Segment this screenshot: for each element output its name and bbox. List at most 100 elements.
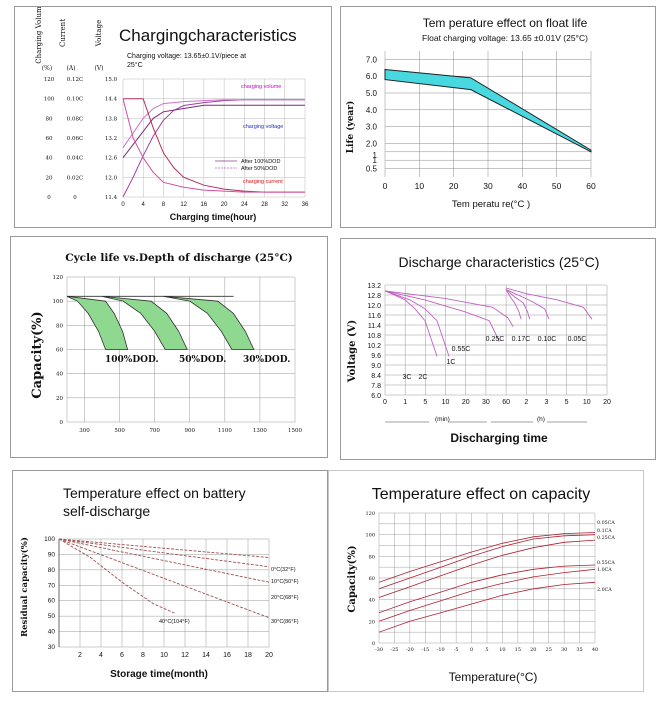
series-self-discharge-1 [58,538,270,568]
y-tick: 2.0 [366,139,378,148]
y-tick-volume: 100 [44,97,55,103]
y-tick: 80 [369,554,375,560]
x-tick: 0 [121,202,125,208]
chart-subtitle: Charging voltage: 13.65±0.1V/piece at [127,53,246,60]
legend-100-dod: After 100%DOD [241,159,280,165]
x-tick: 10 [415,181,425,191]
y-tick-volume: 40 [46,156,53,162]
series-voltage [122,104,305,159]
y-ticks: 13.2 12.8 12.0 11.6 11.4 10.8 10.2 9.6 9.0 8.4 7.8… [367,283,381,400]
x-tick: 60 [586,181,596,191]
y-tick: 30 [48,644,56,651]
chart-title: Tem perature effect on float life [423,16,588,30]
series-label: 0.55CA [597,560,615,566]
x-tick: 12 [180,202,187,208]
x-tick: 60 [502,399,510,406]
y-tick: 120 [53,275,64,281]
chart-subtitle-2: 25°C [127,61,143,69]
series [384,68,592,153]
y-tick-current: 0.10C [67,97,83,103]
x-tick: 2 [524,399,528,406]
y-tick-voltage: 12.0 [105,175,118,181]
unit-hours: (h) [537,416,545,423]
series-discharge-0 [384,290,438,357]
x-tick: 1100 [218,428,232,434]
x-tick: 4 [142,202,146,208]
y-tick: 3.0 [366,123,378,132]
x-tick: 2 [78,652,82,659]
x-ticks: 0 10 20 30 40 50 60 [383,181,596,191]
y-axis-label: Capacity(%) [30,311,45,398]
y-axis-label: Voltage (V) [347,320,358,383]
y-ticks: 120 100 80 60 40 20 0 [365,511,375,647]
discharge-characteristics-chart: Discharge characteristics (25°C) 13.2 12.… [340,238,656,460]
x-tick: 3 [545,399,549,406]
y-ticks: 100 90 80 70 60 50 40 30 [44,536,55,651]
dod-label-50: 50%DOD. [179,355,226,365]
chart-grid [384,284,608,396]
capacity-temp-chart-svg: Temperature effect on capacity 120100806… [347,486,615,684]
x-tick: 32 [281,202,288,208]
x-tick: 8 [141,652,145,659]
chart-title: Chargingcharacteristics [119,26,297,45]
dod-label-30: 30%DOD. [243,355,290,365]
series-current-50 [122,98,305,193]
y-tick-current: 0 [73,195,77,201]
x-ticks: 0 4 8 12 16 20 24 28 32 36 [121,202,309,208]
x-ticks: 2 4 6 8 10 12 14 16 18 20 [78,652,273,659]
x-tick: 6 [120,652,124,659]
x-tick: 20 [603,399,611,406]
y-tick: 9.6 [371,353,381,360]
x-tick: 12 [181,652,189,659]
x-ticks: -30 -25 -20 -15 -10 -5 0 5 10 15 20 25 30 35 40 [375,647,598,653]
y-tick: 50 [48,613,56,620]
capacity-temperature-chart: Temperature effect on capacity 120 100 80 6… [328,470,644,692]
x-tick: 25 [546,647,552,653]
y-tick: 7.0 [366,55,378,64]
y-tick: 80 [48,567,56,574]
x-tick: 5 [565,399,569,406]
series-capacity-4 [378,568,596,622]
y-tick: 20 [56,396,63,402]
rate-label: 0.25C [486,336,505,343]
series-label: 0°C(32°F) [271,567,296,573]
x-axis-label: Tem peratu re(°C ) [452,199,530,210]
series-dod-band-1 [101,295,188,350]
rate-label: 0.05C [568,336,587,343]
rate-label: 0.55C [452,346,471,353]
x-tick: 500 [114,428,125,434]
x-tick: 700 [149,428,160,434]
series-capacity-2 [378,539,596,598]
series-float-life-band [384,68,592,153]
x-tick: 30 [482,399,490,406]
y-tick: 40 [48,629,56,636]
series-discharge-3 [384,290,514,327]
y-axis-label: Life (year) [345,101,356,154]
x-tick: 5 [485,647,488,653]
series-label: 30°C(86°F) [271,619,299,625]
y-tick: 6.0 [366,72,378,81]
legend-50-dod: After 50%DOD [241,166,277,172]
y-tick-volume: 20 [46,175,53,181]
series-label-current: charging current [243,179,283,185]
series-capacity-5 [378,581,596,633]
y-tick: 40 [369,598,375,604]
y-tick: 100 [53,299,64,305]
series-capacity-0 [378,532,596,583]
y-axis-volume-unit: (%) [42,65,52,72]
y-tick: 4.0 [366,106,378,115]
y-tick: 13.2 [367,283,381,290]
series [66,295,255,350]
y-axis-voltage-unit: (V) [94,65,103,72]
x-tick: 0 [383,181,388,191]
y-tick: 5.0 [366,89,378,98]
y-tick: 20 [369,619,375,625]
chart-subtitle: Float charging voltage: 13.65 ±0.01V (25… [422,33,588,43]
y-tick: 100 [365,533,375,539]
series-discharge-1 [384,290,450,357]
x-tick: 30 [561,647,567,653]
y-tick: 12.0 [367,303,381,310]
series-label: 0.05CA [597,520,615,526]
charging-chart-svg: Chargingcharacteristics Charging voltage… [35,7,309,222]
